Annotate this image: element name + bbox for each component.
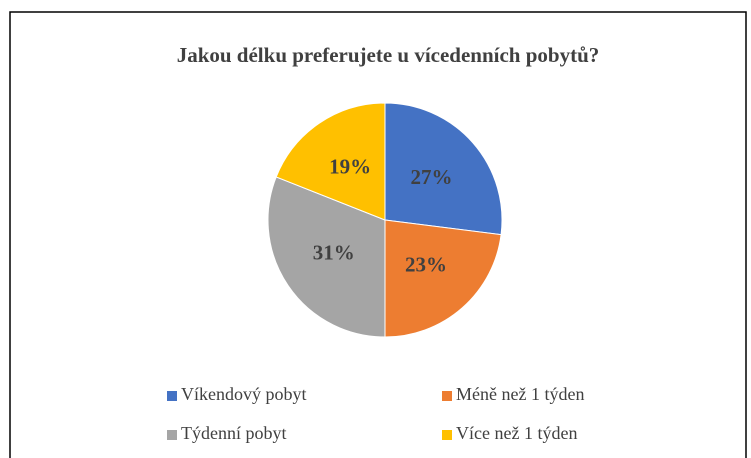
- legend-swatch: [167, 391, 177, 401]
- data-label: 23%: [405, 252, 447, 276]
- pie-slice: [384, 102, 503, 236]
- data-label: 27%: [411, 165, 453, 189]
- legend-swatch: [442, 430, 452, 440]
- data-label: 19%: [329, 155, 371, 179]
- legend-label: Méně než 1 týden: [456, 384, 584, 404]
- pie-slice: [384, 219, 502, 338]
- legend-swatch: [442, 391, 452, 401]
- legend-label: Víkendový pobyt: [181, 384, 307, 404]
- legend-label: Více než 1 týden: [456, 423, 577, 443]
- data-label: 31%: [313, 241, 355, 265]
- pie-slice: [267, 176, 386, 338]
- pie-slice: [275, 102, 386, 221]
- chart-title: Jakou délku preferujete u vícedenních po…: [177, 43, 600, 67]
- legend-swatch: [167, 430, 177, 440]
- legend-label: Týdenní pobyt: [181, 423, 287, 443]
